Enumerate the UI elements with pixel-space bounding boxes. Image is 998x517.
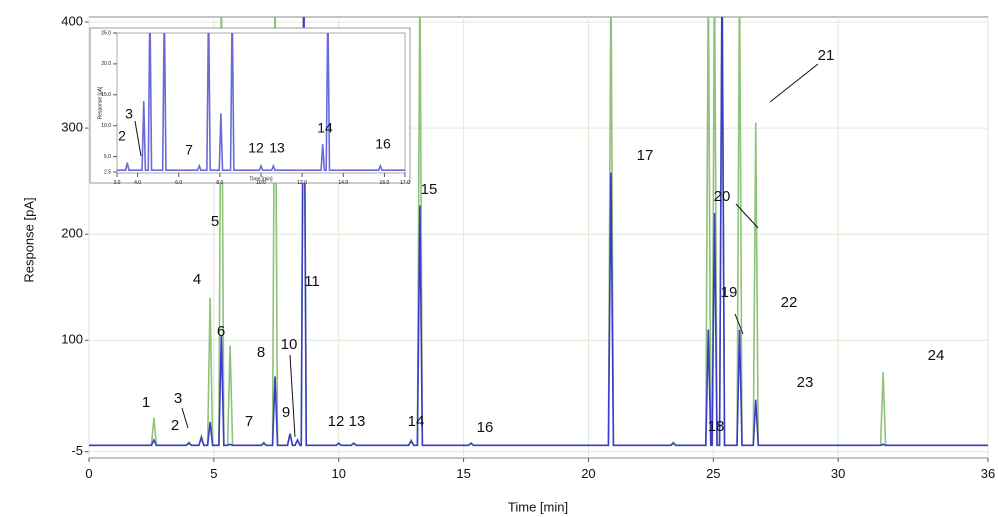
peak-label: 20	[714, 188, 731, 205]
peak-label: 15	[421, 181, 438, 198]
peak-label: 16	[375, 136, 391, 152]
peak-label: 4	[193, 271, 201, 288]
series-line	[89, 17, 988, 447]
y-tick-label: 25.0	[101, 30, 111, 36]
peak-label: 12	[248, 140, 264, 156]
y-tick-label: -5	[71, 443, 83, 458]
x-tick-label: 12.0	[297, 180, 307, 186]
x-tick-label: 8.0	[216, 180, 223, 186]
y-tick-label: 300	[61, 120, 83, 135]
peak-label: 21	[818, 47, 835, 64]
peak-label: 13	[269, 140, 285, 156]
y-tick-label: 100	[61, 332, 83, 347]
peak-label: 8	[257, 344, 265, 361]
x-axis-label: Time [min]	[508, 499, 568, 514]
peak-label: 24	[928, 347, 945, 364]
series-line	[117, 33, 405, 171]
leader-line	[734, 313, 744, 335]
x-tick-label: 6.0	[175, 180, 182, 186]
x-tick-label: 3.0	[114, 180, 121, 186]
x-tick-label: 25	[706, 466, 720, 481]
peak-label: 14	[317, 120, 333, 136]
peak-label: 16	[477, 419, 494, 436]
peak-label: 2	[171, 417, 179, 434]
x-tick-label: 30	[831, 466, 845, 481]
x-tick-label: 15	[456, 466, 470, 481]
x-tick-label: 20	[581, 466, 595, 481]
x-axis-label: Time [min]	[249, 176, 273, 182]
x-tick-label: 36	[981, 466, 995, 481]
peak-label: 17	[637, 147, 654, 164]
y-tick-label: 10.0	[101, 123, 111, 129]
leader-lines	[134, 63, 819, 438]
x-tick-label: 4.0	[134, 180, 141, 186]
x-tick-label: 17.0	[400, 180, 410, 186]
y-tick-label: 200	[61, 226, 83, 241]
peak-label: 22	[781, 294, 798, 311]
peak-label: 5	[211, 213, 219, 230]
peak-label: 10	[281, 336, 298, 353]
series-group	[117, 33, 405, 171]
peak-label: 11	[304, 273, 320, 290]
y-tick-label: 2.5	[104, 169, 111, 175]
x-tick-label: 5	[210, 466, 217, 481]
peak-label: 23	[797, 374, 814, 391]
leader-line	[134, 120, 142, 157]
peak-label: 3	[125, 106, 133, 122]
x-tick-label: 14.0	[338, 180, 348, 186]
peak-label: 18	[708, 418, 725, 435]
leader-line	[735, 203, 759, 229]
peak-label: 7	[185, 142, 193, 158]
peak-label: 9	[282, 404, 290, 421]
y-tick-label: 15.0	[101, 92, 111, 98]
peak-label: 1	[142, 394, 150, 411]
y-tick-label: 5.0	[104, 154, 111, 160]
y-tick-label: 20.0	[101, 61, 111, 67]
x-tick-label: 16.0	[380, 180, 390, 186]
leader-line	[289, 354, 296, 438]
x-tick-label: 10	[331, 466, 345, 481]
y-axis-label: Response [pA]	[21, 197, 36, 282]
peak-label: 13	[349, 413, 366, 430]
x-tick-label: 10.0	[256, 180, 266, 186]
x-tick-label: 0	[85, 466, 92, 481]
peak-label: 14	[408, 413, 425, 430]
peak-label: 12	[328, 413, 345, 430]
y-tick-label: 400	[61, 13, 83, 28]
peak-label: 2	[118, 128, 126, 144]
inset-plot: 2.5 5.0 10.0 15.0 20.0 25.0 3.0 4.0 6.0 8.0 10.0 12…	[97, 30, 410, 186]
leader-line	[181, 407, 189, 429]
leader-line	[769, 63, 819, 103]
y-axis-label: Response [pA]	[97, 86, 103, 119]
peak-label: 6	[217, 323, 225, 340]
series-group	[89, 17, 988, 447]
peak-label: 3	[174, 390, 182, 407]
peak-label: 19	[721, 284, 738, 301]
peak-label: 7	[245, 413, 253, 430]
